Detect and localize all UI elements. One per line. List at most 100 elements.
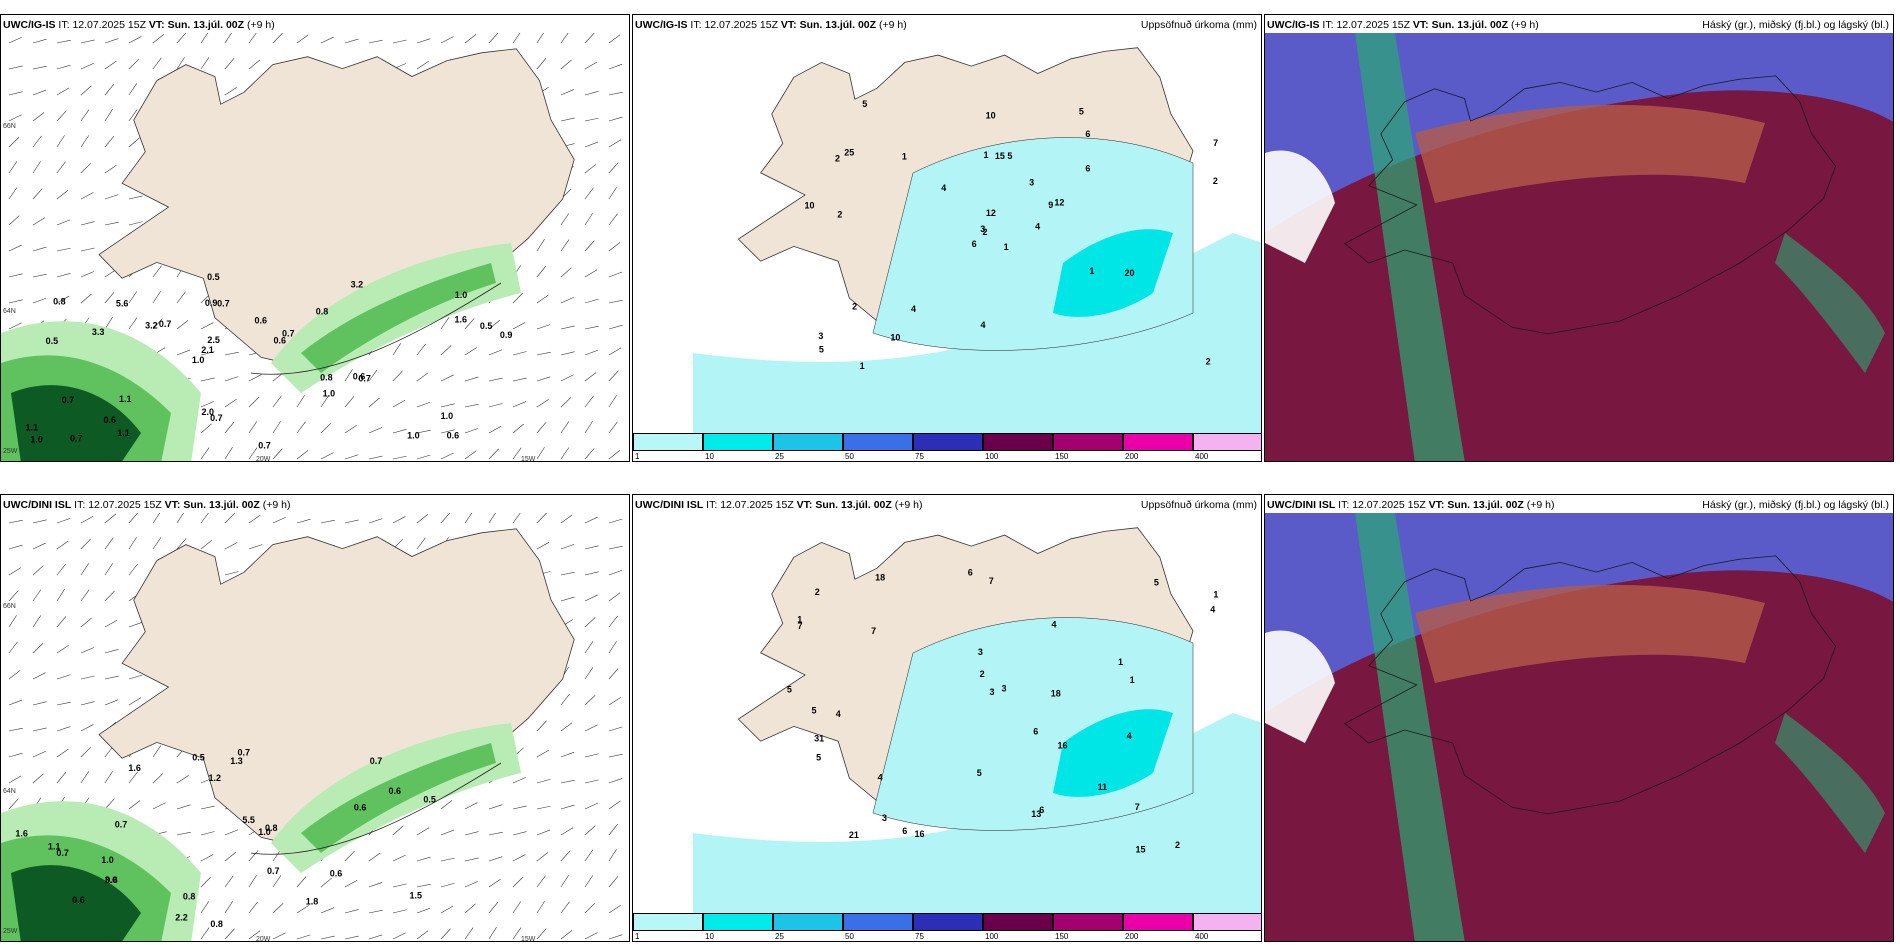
value-label: 7 (1213, 138, 1218, 148)
panel-header: UWC/IG-IS IT: 12.07.2025 15Z VT: Sun. 13… (1265, 15, 1893, 37)
wind-barb (56, 563, 66, 576)
wind-barb (536, 33, 544, 44)
wind-barb (56, 295, 70, 304)
valid-time: Sun. 13.júl. 00Z (1431, 19, 1509, 31)
value-label: 1.0 (441, 411, 454, 421)
wind-barb (32, 615, 42, 628)
wind-barb (8, 590, 19, 602)
wind-barb (560, 374, 574, 382)
value-label: 0.6 (72, 895, 85, 905)
value-label: 1.6 (15, 829, 28, 839)
wind-barb (32, 701, 47, 706)
field-title: Uppsöfnuð úrkoma (mm) (1140, 19, 1257, 31)
wind-barb (272, 448, 283, 460)
wind-barb (176, 513, 184, 524)
wind-barb (536, 720, 547, 732)
value-label: 7 (871, 626, 876, 636)
wind-barb (80, 271, 94, 278)
colorbar-tick: 25 (775, 932, 784, 941)
wind-barb (560, 804, 575, 810)
wind-map: 66N 64N 25W 20W 15W 0.6 0.7 1.6 0.6 0.7 0.7 1.0 0.6 0… (1, 513, 623, 941)
wind-barb (8, 519, 23, 524)
wind-barb (104, 649, 119, 654)
wind-barb (152, 773, 164, 784)
wind-barb (32, 643, 44, 654)
wind-barb (104, 292, 115, 304)
wind-barb (608, 324, 623, 330)
wind-barb (128, 674, 143, 680)
vt-label: VT: (780, 19, 797, 31)
wind-barb (296, 934, 311, 940)
wind-barb (32, 519, 47, 524)
wind-barb (512, 377, 527, 382)
value-label: 2 (837, 209, 842, 219)
wind-barb (152, 265, 162, 278)
wind-barb (128, 537, 137, 550)
init-time: 12.07.2025 15Z (704, 19, 778, 31)
wind-barb (584, 372, 597, 382)
wind-barb (560, 875, 569, 888)
wind-barb (584, 421, 593, 434)
it-label: IT: (706, 499, 718, 511)
wind-barb (512, 831, 527, 836)
wind-barb (536, 351, 551, 356)
value-label: 0.5 (480, 321, 493, 331)
colorbar-tick: 25 (775, 452, 784, 461)
colorbar-tick: 400 (1195, 452, 1209, 461)
field-title: Háský (gr.), miðský (fj.bl.) og lágský (… (1702, 19, 1889, 31)
value-label: 9 (1048, 200, 1053, 210)
wind-barb (56, 247, 71, 252)
cloud-band-green-east (1775, 713, 1885, 853)
value-label: 5 (1154, 577, 1159, 587)
wind-barb (440, 317, 450, 330)
wind-barb (560, 33, 569, 44)
wind-barb (56, 674, 71, 680)
wind-barb (416, 429, 431, 434)
it-label: IT: (690, 19, 702, 31)
wind-barb (344, 935, 359, 940)
wind-barb (488, 856, 503, 862)
wind-barb (608, 876, 619, 888)
wind-barb (128, 800, 141, 810)
wind-barb (440, 403, 455, 408)
colorbar-tick: 10 (705, 452, 714, 461)
panel-header: UWC/IG-IS IT: 12.07.2025 15Z VT: Sun. 13… (1, 15, 629, 37)
wind-barb (560, 89, 574, 96)
value-label: 2.0 (202, 407, 215, 417)
value-label: 1 (1004, 242, 1009, 252)
wind-barb (392, 370, 403, 382)
wind-barb (128, 109, 138, 122)
colorbar-tick: 200 (1125, 932, 1139, 941)
wind-barb (32, 246, 47, 252)
wind-barb (440, 452, 454, 460)
wind-barb (272, 33, 283, 44)
value-label: 7 (1135, 802, 1140, 812)
wind-barb (392, 854, 406, 862)
wind-barb (440, 829, 455, 836)
wind-barb (608, 800, 621, 810)
wind-barb (584, 641, 594, 654)
wind-barb (104, 590, 115, 602)
value-label: 1 (1213, 589, 1218, 599)
wind-barb (320, 519, 335, 524)
wind-barb (608, 139, 622, 148)
cloud-map (1265, 33, 1893, 461)
value-label: 3.3 (92, 327, 105, 337)
value-label: 5.5 (242, 815, 255, 825)
value-label: 0.5 (207, 272, 220, 282)
colorbar-tick: 1 (635, 932, 640, 941)
wind-barb (200, 901, 209, 914)
wind-barb (584, 164, 597, 174)
wind-barb (32, 161, 41, 174)
wind-barb (584, 875, 594, 888)
wind-barb (128, 137, 140, 148)
precip-area-dark (11, 865, 141, 941)
value-label: 0.7 (282, 328, 295, 338)
value-label: 0.7 (267, 866, 280, 876)
wind-barb (80, 293, 92, 304)
wind-barb (176, 291, 186, 304)
wind-barb (608, 34, 621, 44)
wind-barb (464, 428, 479, 434)
wind-barb (344, 396, 355, 408)
value-label: 5 (816, 752, 821, 762)
